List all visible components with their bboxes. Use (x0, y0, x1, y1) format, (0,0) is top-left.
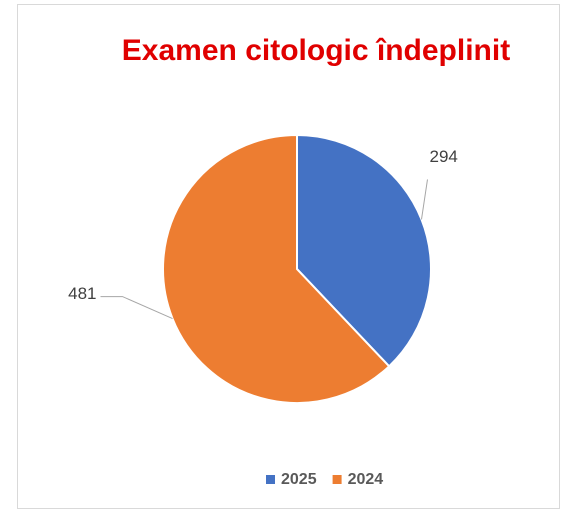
pie-slice (162, 133, 391, 404)
data-label: 294 (429, 147, 457, 166)
legend-label: 2025 (281, 471, 317, 488)
leader-line (420, 179, 428, 220)
legend-swatch (332, 475, 342, 484)
legend-swatch (266, 475, 275, 484)
leader-line (100, 296, 173, 320)
data-label: 481 (68, 284, 96, 303)
legend-label: 2024 (348, 471, 384, 488)
chart-title: Examen citologic îndeplinit (122, 34, 510, 67)
